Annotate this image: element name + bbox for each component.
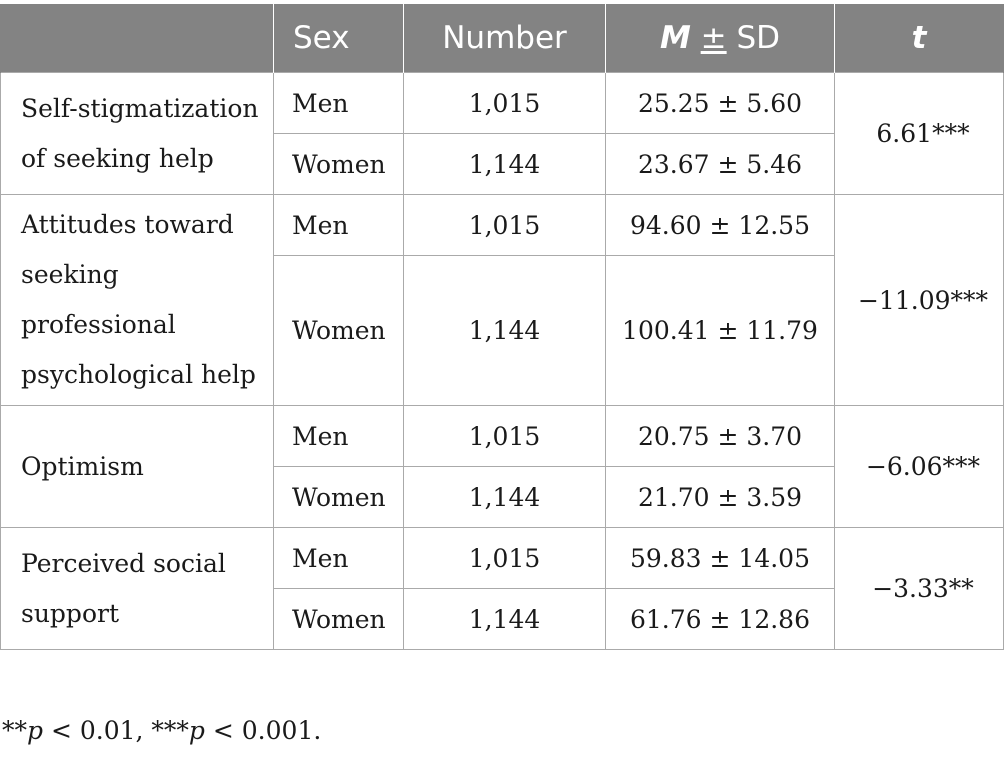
variable-cell: Self-stigmatization of seeking help — [0, 72, 274, 195]
number-cell: 1,144 — [403, 133, 606, 195]
footnote-p-symbol: p — [188, 716, 205, 745]
table-row: Women 1,144 21.70 ± 3.59 — [1, 466, 1004, 528]
variable-cell: Perceived social support — [0, 527, 274, 650]
sex-cell: Men — [273, 194, 404, 256]
sex-cell: Women — [273, 466, 404, 528]
footnote-stars: *** — [151, 716, 189, 745]
sex-cell: Women — [273, 133, 404, 195]
results-table-container: Sex Number M ± SD t Self-stigmatization … — [0, 4, 1004, 650]
header-m-symbol: M — [659, 20, 691, 56]
significance-footnote: **p < 0.01, ***p < 0.001. — [2, 716, 321, 745]
header-t-symbol: t — [911, 20, 927, 56]
footnote-text: < 0.01, — [43, 716, 152, 745]
header-row: Sex Number M ± SD t — [0, 4, 1004, 73]
table-header: Sex Number M ± SD t — [0, 4, 1004, 73]
mean-sd-cell: 23.67 ± 5.46 — [605, 133, 835, 195]
t-value-cell: 6.61*** — [834, 72, 1004, 195]
sex-cell: Men — [273, 405, 404, 467]
footnote-stars: ** — [2, 716, 27, 745]
mean-sd-cell: 21.70 ± 3.59 — [605, 466, 835, 528]
mean-sd-cell: 20.75 ± 3.70 — [605, 405, 835, 467]
table-row: Optimism Men 1,015 20.75 ± 3.70 −6.06*** — [0, 405, 1004, 528]
number-cell: 1,144 — [403, 466, 606, 528]
table-body: Self-stigmatization of seeking help Men … — [0, 72, 1004, 650]
sex-cell: Women — [273, 588, 404, 650]
number-cell: 1,015 — [403, 527, 606, 589]
variable-cell: Attitudes toward seeking professional ps… — [0, 194, 274, 406]
sex-cell: Men — [273, 72, 404, 134]
header-sd-label: SD — [736, 20, 781, 56]
number-cell: 1,015 — [403, 194, 606, 256]
t-value-cell: −6.06*** — [834, 405, 1004, 528]
header-sex: Sex — [273, 4, 404, 73]
footnote-text: < 0.001. — [204, 716, 322, 745]
sex-cell: Women — [273, 255, 404, 406]
t-value-cell: −11.09*** — [834, 194, 1004, 406]
table-row: Women 1,144 61.76 ± 12.86 — [1, 588, 1004, 650]
header-number: Number — [403, 4, 606, 73]
number-cell: 1,015 — [403, 72, 606, 134]
mean-sd-cell: 94.60 ± 12.55 — [605, 194, 835, 256]
table-row: Perceived social support Men 1,015 59.83… — [0, 527, 1004, 650]
mean-sd-cell: 61.76 ± 12.86 — [605, 588, 835, 650]
mean-sd-cell: 25.25 ± 5.60 — [605, 72, 835, 134]
footnote-p-symbol: p — [27, 716, 44, 745]
header-variable — [0, 4, 274, 73]
mean-sd-cell: 100.41 ± 11.79 — [605, 255, 835, 406]
header-t: t — [834, 4, 1004, 73]
number-cell: 1,144 — [403, 588, 606, 650]
sex-cell: Men — [273, 527, 404, 589]
mean-sd-cell: 59.83 ± 14.05 — [605, 527, 835, 589]
header-plus-minus: ± — [700, 20, 727, 56]
number-cell: 1,144 — [403, 255, 606, 406]
table-row: Attitudes toward seeking professional ps… — [0, 194, 1004, 406]
table-row: Women 1,144 23.67 ± 5.46 — [1, 133, 1004, 195]
variable-cell: Optimism — [0, 405, 274, 528]
header-mean-sd: M ± SD — [605, 4, 835, 73]
results-table: Sex Number M ± SD t Self-stigmatization … — [0, 4, 1004, 650]
number-cell: 1,015 — [403, 405, 606, 467]
t-value-cell: −3.33** — [834, 527, 1004, 650]
table-row: Self-stigmatization of seeking help Men … — [0, 72, 1004, 195]
